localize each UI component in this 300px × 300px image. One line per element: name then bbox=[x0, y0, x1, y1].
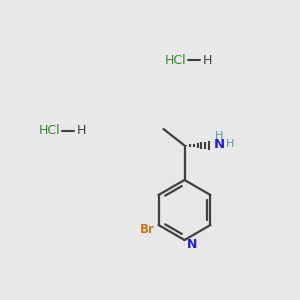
Text: H: H bbox=[202, 53, 212, 67]
Text: Br: Br bbox=[140, 223, 154, 236]
Text: HCl: HCl bbox=[38, 124, 60, 137]
Text: H: H bbox=[76, 124, 86, 137]
Text: N: N bbox=[187, 238, 197, 251]
Text: H: H bbox=[215, 130, 223, 141]
Text: N: N bbox=[213, 137, 225, 151]
Text: H: H bbox=[226, 139, 234, 149]
Text: HCl: HCl bbox=[164, 53, 186, 67]
